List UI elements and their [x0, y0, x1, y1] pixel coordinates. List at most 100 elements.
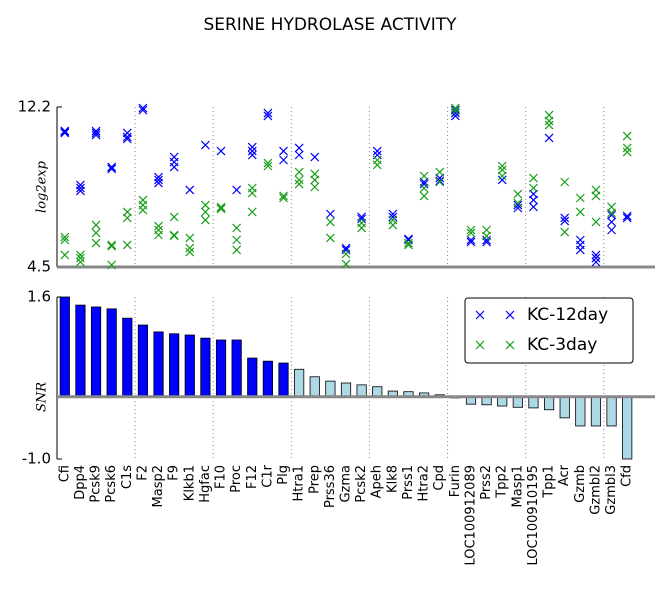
- marker: [372, 146, 382, 156]
- marker: [310, 182, 320, 192]
- x-tick-label: Pcsk9: [89, 465, 104, 503]
- marker: [622, 147, 632, 157]
- marker: [91, 130, 101, 140]
- bar: [122, 317, 133, 398]
- marker: [497, 161, 507, 171]
- marker: [185, 243, 195, 253]
- marker: [435, 177, 445, 187]
- bar: [528, 396, 539, 409]
- x-tick-label: Masp1: [510, 465, 525, 507]
- bar: [356, 384, 367, 398]
- marker: [60, 250, 70, 260]
- bar: [90, 306, 102, 398]
- marker: [232, 223, 242, 233]
- marker: [466, 237, 476, 247]
- marker: [247, 188, 257, 198]
- marker: [388, 220, 398, 230]
- marker: [497, 171, 507, 181]
- marker: [419, 183, 429, 193]
- marker: [607, 210, 616, 220]
- marker: [591, 191, 601, 201]
- marker: [560, 213, 570, 223]
- marker: [216, 204, 226, 214]
- marker: [294, 179, 304, 189]
- legend-box: [464, 297, 634, 364]
- marker: [497, 175, 507, 185]
- marker: [529, 173, 538, 183]
- marker: [482, 231, 492, 241]
- bar: [262, 360, 273, 398]
- marker: [279, 155, 288, 165]
- marker: [310, 175, 320, 185]
- marker: [419, 191, 429, 201]
- x-tick-label: LOC100912089: [463, 465, 478, 566]
- marker: [575, 207, 585, 217]
- x-tick-label: Klkb1: [182, 465, 197, 501]
- legend-label: KC-12day: [527, 305, 608, 325]
- bar: [559, 396, 570, 419]
- marker: [560, 216, 570, 226]
- marker: [154, 221, 163, 231]
- marker: [91, 220, 101, 230]
- marker: [294, 150, 304, 160]
- marker: [341, 249, 351, 259]
- x-tick-label: Plg: [276, 465, 291, 485]
- marker: [200, 140, 210, 150]
- marker: [138, 105, 148, 115]
- marker: [279, 191, 288, 201]
- y-axis-label: log2exp: [35, 160, 50, 213]
- x-tick-label: F12: [245, 465, 260, 489]
- marker: [138, 205, 148, 215]
- marker: [216, 202, 226, 212]
- marker: [294, 167, 304, 177]
- chart-title: SERINE HYDROLASE ACTIVITY: [203, 15, 457, 35]
- marker: [263, 108, 273, 118]
- marker: [263, 111, 273, 121]
- marker: [122, 240, 132, 250]
- marker: [200, 207, 210, 217]
- marker: [232, 245, 242, 255]
- marker: [622, 211, 632, 221]
- x-tick-label: Gzmbl2: [588, 465, 603, 515]
- marker: [185, 185, 195, 195]
- bar: [137, 324, 149, 398]
- marker: [560, 227, 570, 237]
- x-tick-label: Prep: [307, 465, 322, 494]
- marker: [154, 175, 163, 185]
- bar: [575, 396, 586, 427]
- marker: [247, 146, 257, 156]
- bar: [340, 382, 352, 398]
- x-tick-label: C1r: [260, 464, 275, 487]
- marker: [200, 215, 210, 225]
- x-tick-label: Dpp4: [73, 465, 88, 500]
- bar: [325, 380, 336, 398]
- marker: [591, 257, 601, 267]
- bar: [215, 339, 227, 398]
- legend-marker: [505, 340, 515, 350]
- marker: [60, 235, 70, 245]
- marker: [91, 128, 101, 138]
- x-tick-label: Pcsk2: [354, 465, 369, 503]
- marker: [341, 259, 351, 269]
- bar: [622, 396, 633, 460]
- marker: [513, 198, 523, 208]
- marker: [357, 223, 367, 233]
- marker: [529, 183, 538, 193]
- x-tick-label: Apeh: [370, 465, 385, 498]
- bar: [169, 333, 180, 398]
- bar: [590, 396, 602, 427]
- marker: [435, 167, 445, 177]
- bar: [278, 362, 289, 398]
- marker: [622, 131, 632, 141]
- bar: [75, 304, 86, 398]
- marker: [247, 207, 257, 217]
- x-tick-label: F10: [214, 465, 229, 489]
- marker: [450, 103, 460, 113]
- x-tick-label: Pcsk6: [104, 465, 119, 503]
- marker: [419, 179, 429, 189]
- marker: [216, 146, 226, 156]
- marker: [544, 116, 554, 126]
- marker: [107, 241, 117, 251]
- marker: [185, 247, 195, 257]
- marker: [122, 213, 132, 223]
